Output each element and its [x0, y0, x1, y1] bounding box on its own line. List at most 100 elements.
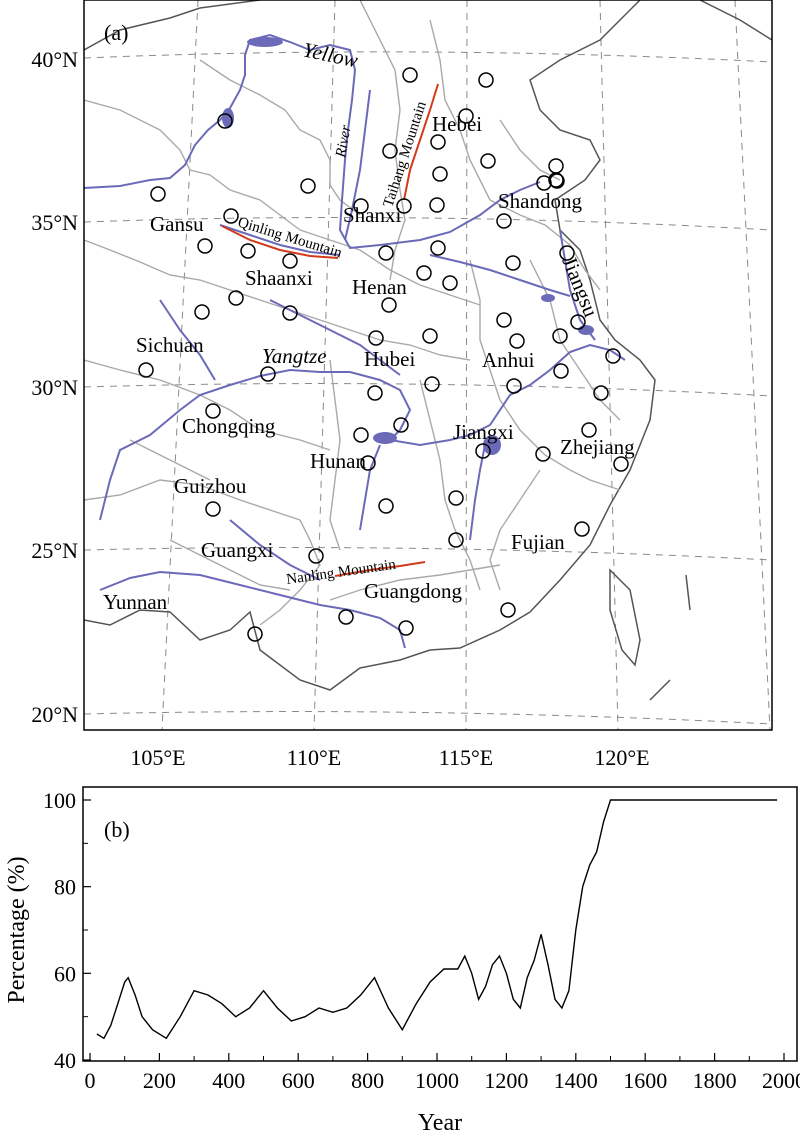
label-fujian: Fujian [511, 530, 565, 554]
station-marker [338, 609, 354, 625]
station-marker [548, 158, 564, 174]
station-marker [509, 333, 525, 349]
lon-label: 115°E [439, 745, 493, 770]
label-river: River [333, 124, 355, 160]
han-river [269, 299, 401, 376]
chart-ticks: 0 200 400 600 800 1000 1200 1400 1600 1800 2000 40 6… [43, 788, 800, 1093]
x-tick-label: 0 [85, 1068, 96, 1093]
label-chongqing: Chongqing [182, 414, 276, 438]
station-marker [217, 113, 233, 129]
x-tick-label: 1000 [415, 1068, 459, 1093]
station-marker [205, 403, 221, 419]
y-axis-label: Percentage (%) [4, 856, 30, 1003]
y-tick-label: 60 [54, 961, 76, 986]
map-frame [83, 0, 773, 731]
station-marker [593, 385, 609, 401]
mountains [221, 83, 439, 577]
station-marker [535, 446, 551, 462]
station-marker [478, 72, 494, 88]
station-marker [308, 548, 324, 564]
station-marker [228, 290, 244, 306]
qinling-mountain-line [221, 225, 339, 259]
station-marker [500, 602, 516, 618]
station-marker [260, 366, 276, 382]
label-shandong: Shandong [498, 189, 583, 213]
station-marker [353, 198, 369, 214]
station-marker [505, 255, 521, 271]
lat-label: 30°N [31, 375, 78, 400]
station-marker [424, 376, 440, 392]
station-marker [496, 213, 512, 229]
station-marker [448, 532, 464, 548]
label-zhejiang: Zhejiang [560, 435, 635, 459]
longitude-labels: 105°E 110°E 115°E 120°E [130, 745, 649, 770]
x-tick-label: 1400 [554, 1068, 598, 1093]
station-marker [378, 245, 394, 261]
province-borders [84, 0, 621, 626]
station-marker [506, 378, 522, 394]
station-marker [448, 490, 464, 506]
station-marker [553, 363, 569, 379]
jialing-river [159, 299, 216, 381]
station-marker [360, 455, 376, 471]
label-sichuan: Sichuan [136, 333, 204, 357]
station-marker [300, 178, 316, 194]
chart-panel: (b) 0 200 400 600 800 1000 1200 1400 1600 1800 200… [4, 786, 800, 1135]
lon-label: 120°E [594, 745, 649, 770]
x-tick-label: 1800 [693, 1068, 737, 1093]
x-tick-label: 800 [351, 1068, 384, 1093]
province-labels: Hebei Shanxi Shandong Gansu Shaanxi Hena… [103, 112, 635, 614]
lat-label: 40°N [31, 47, 78, 72]
graticule [84, 0, 772, 730]
fen-river [344, 89, 371, 241]
pearl-river [99, 570, 406, 649]
label-gansu: Gansu [150, 212, 204, 236]
station-marker [247, 626, 263, 642]
latitude-labels: 40°N 35°N 30°N 25°N 20°N [31, 47, 78, 727]
lat-label: 20°N [31, 702, 78, 727]
station-marker [381, 297, 397, 313]
label-hunan: Hunan [310, 449, 366, 473]
station-marker [581, 422, 597, 438]
station-marker [150, 186, 166, 202]
station-marker [205, 501, 221, 517]
y-tick-label: 100 [43, 788, 76, 813]
station-marker [422, 328, 438, 344]
x-tick-label: 200 [143, 1068, 176, 1093]
label-jiangxi: Jiangxi [453, 420, 514, 444]
label-shaanxi: Shaanxi [245, 266, 313, 290]
station-marker [475, 443, 491, 459]
station-marker [496, 312, 512, 328]
station-marker [353, 427, 369, 443]
gan-river [469, 444, 486, 541]
x-tick-label: 600 [282, 1068, 315, 1093]
x-tick-label: 2000 [762, 1068, 800, 1093]
station-marker [282, 305, 298, 321]
lon-label: 105°E [130, 745, 185, 770]
lon-label: 110°E [287, 745, 341, 770]
station-marker [432, 166, 448, 182]
station-marker [416, 265, 432, 281]
station-marker [223, 208, 239, 224]
station-marker [398, 620, 414, 636]
label-anhui: Anhui [482, 348, 535, 372]
station-marker [367, 385, 383, 401]
taihang-mountain-line [403, 83, 439, 201]
map-panel: Hebei Shanxi Shandong Gansu Shaanxi Hena… [31, 0, 773, 770]
station-marker [458, 108, 474, 124]
station-marker [605, 348, 621, 364]
lat-label: 35°N [31, 210, 78, 235]
map-panel-label: (a) [104, 20, 128, 45]
station-marker [429, 197, 445, 213]
station-marker [138, 362, 154, 378]
rivers [84, 33, 626, 649]
x-tick-label: 400 [212, 1068, 245, 1093]
station-marker [382, 143, 398, 159]
label-henan: Henan [352, 275, 407, 299]
station-marker [240, 243, 256, 259]
label-yangtze: Yangtze [262, 344, 327, 368]
y-tick-label: 80 [54, 875, 76, 900]
y-tick-label: 40 [54, 1048, 76, 1073]
yangtze-river [99, 343, 626, 521]
nanling-mountain-line [334, 561, 426, 577]
